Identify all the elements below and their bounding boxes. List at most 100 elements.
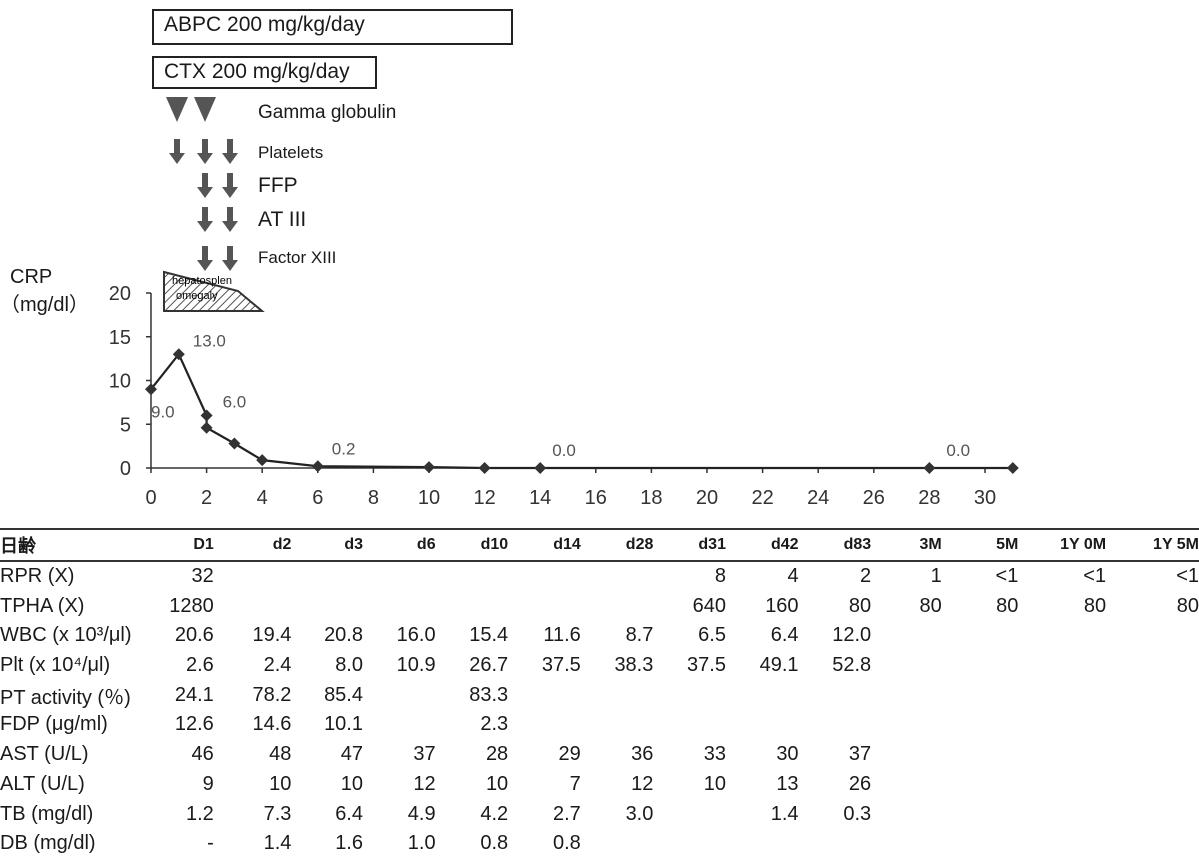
table-cell — [1018, 829, 1106, 859]
table-cell — [942, 829, 1019, 859]
x-tick-label: 6 — [312, 487, 323, 509]
table-cell: 26 — [848, 772, 872, 795]
x-tick-label: 22 — [751, 487, 773, 509]
table-cell: 7.3 — [263, 802, 292, 825]
factor13-label: Factor XIII — [258, 248, 337, 267]
table-cell: 13 — [776, 772, 799, 795]
table-cell: 6.4 — [335, 802, 363, 825]
table-cell — [1106, 799, 1199, 829]
abpc-label: ABPC 200 mg/kg/day — [164, 13, 365, 36]
x-tick-label: 2 — [201, 487, 212, 509]
table-row: Plt (x 10⁴/μl) 2.6 2.4 8.0 10.9 26.7 37.5 38.3 3… — [0, 651, 1199, 681]
table-cell — [508, 680, 581, 710]
table-cell — [1106, 680, 1199, 710]
table-cell: 2.7 — [552, 802, 581, 825]
table-cell: 10.9 — [396, 654, 436, 677]
x-tick-label: 24 — [807, 487, 829, 509]
at3-label: AT III — [258, 208, 307, 231]
table-cell: 29 — [558, 743, 581, 766]
ffp-arrow-2 — [222, 173, 238, 198]
table-cell: 0.3 — [843, 802, 872, 825]
platelets-arrow-1 — [169, 139, 185, 164]
table-cell: 24.1 — [174, 683, 214, 706]
table-cell — [1018, 710, 1106, 740]
table-row-label: TPHA (X) — [0, 594, 85, 617]
table-cell: 1.2 — [185, 802, 214, 825]
table-cell — [581, 561, 654, 592]
table-cell: - — [207, 832, 214, 855]
table-cell: 12 — [631, 772, 654, 795]
crp-data-point — [311, 460, 324, 473]
y-tick-label: 10 — [109, 371, 131, 393]
table-cell: 37.5 — [541, 654, 581, 677]
crp-data-label: 0.2 — [332, 439, 356, 458]
table-cell — [942, 770, 1019, 800]
table-row-label: TB (mg/dl) — [0, 802, 94, 825]
table-cell — [291, 561, 363, 592]
table-cell: 12.0 — [832, 624, 872, 647]
table-cell: 33 — [703, 743, 726, 766]
table-column-header: d42 — [770, 535, 799, 553]
table-cell: 640 — [692, 594, 726, 617]
table-cell: <1 — [1176, 565, 1199, 588]
table-cell — [291, 591, 363, 621]
table-cell — [653, 680, 726, 710]
crp-data-label: 9.0 — [151, 402, 175, 421]
table-row: RPR (X) 32 8 4 2 1 <1 <1 <1 — [0, 561, 1199, 592]
table-column-header: d3 — [344, 535, 363, 553]
table-cell: 1.0 — [407, 832, 436, 855]
table-cell: 6.5 — [698, 624, 726, 647]
crp-data-point — [478, 462, 491, 474]
x-tick-label: 18 — [640, 487, 662, 509]
table-cell — [799, 680, 872, 710]
table-cell: 8.7 — [625, 624, 654, 647]
table-cell: 11.6 — [543, 624, 581, 647]
table-cell: 2 — [860, 565, 872, 588]
crp-data-point — [145, 383, 157, 396]
table-row: DB (mg/dl) - 1.4 1.6 1.0 0.8 0.8 — [0, 829, 1199, 859]
table-cell — [363, 591, 436, 621]
table-cell: 16.0 — [396, 624, 436, 647]
table-cell: 38.3 — [614, 654, 654, 677]
table-row: TB (mg/dl) 1.2 7.3 6.4 4.9 4.2 2.7 3.0 1.4 0.3 — [0, 799, 1199, 829]
table-cell — [1106, 829, 1199, 859]
table-cell: 26.7 — [469, 654, 509, 677]
table-column-header: d83 — [843, 535, 872, 553]
table-cell: 48 — [269, 743, 292, 766]
table-cell: 10 — [340, 772, 363, 795]
x-tick-label: 8 — [368, 487, 379, 509]
table-cell — [1106, 770, 1199, 800]
table-column-header: D1 — [193, 535, 214, 553]
table-cell: 19.4 — [252, 624, 292, 647]
table-column-header: d10 — [480, 535, 509, 553]
table-column-header: d2 — [272, 535, 292, 553]
table-header-label: 日齢 — [0, 535, 36, 556]
table-cell: 15.4 — [469, 624, 509, 647]
table-cell: 0.8 — [552, 832, 581, 855]
hepatosplenomegaly-box — [163, 270, 265, 312]
table-column-header: 5M — [996, 535, 1019, 553]
table-cell: 20.6 — [174, 624, 214, 647]
table-cell: 7 — [569, 772, 581, 795]
table-cell: 80 — [1176, 594, 1199, 617]
table-cell — [363, 561, 436, 592]
table-cell — [653, 829, 726, 859]
table-cell — [871, 710, 942, 740]
table-cell: 8 — [714, 565, 726, 588]
table-cell: 9 — [202, 772, 214, 795]
table-column-header: d6 — [416, 535, 436, 553]
table-cell: 83.3 — [469, 683, 509, 706]
table-cell: 160 — [765, 594, 799, 617]
table-cell: <1 — [995, 565, 1019, 588]
table-cell: 80 — [1083, 594, 1107, 617]
table-cell: 3.0 — [625, 802, 654, 825]
table-cell: 4.2 — [480, 802, 509, 825]
table-cell — [942, 710, 1019, 740]
crp-data-point — [200, 409, 213, 422]
table-cell — [1018, 799, 1106, 829]
y-axis-title-line1: CRP — [10, 266, 53, 288]
table-header-row: 日齢 D1 d2 d3 d6 d10 d14 d28 d31 d42 d83 3M 5M 1Y 0M 1Y… — [0, 529, 1199, 561]
y-axis-title-line2: （mg/dl） — [0, 294, 89, 316]
table-cell — [942, 680, 1019, 710]
